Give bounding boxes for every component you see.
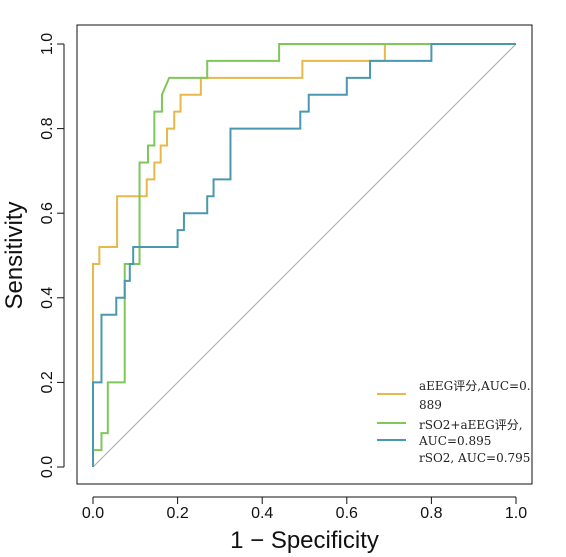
reference-diagonal-line <box>92 43 517 468</box>
roc-curve-series-2 <box>92 43 516 467</box>
x-tick-label: 0.2 <box>166 505 188 522</box>
roc-curve-series-1 <box>92 43 516 467</box>
y-axis-title: Sensitivity <box>1 201 28 309</box>
y-tick-label: 0.8 <box>39 117 56 139</box>
y-tick-label: 0.4 <box>39 287 56 309</box>
x-tick-label: 0.4 <box>251 505 273 522</box>
legend-label-series-3: rSO2, AUC=0.795 <box>419 451 530 465</box>
y-tick-label: 1.0 <box>39 33 56 55</box>
legend-label-series-2: AUC=0.895 <box>418 434 491 448</box>
legend-label-series-2: rSO2+aEEG评分, <box>419 418 523 432</box>
x-tick-label: 0.0 <box>82 505 104 522</box>
plot-area <box>92 43 517 468</box>
x-tick-label: 0.6 <box>336 505 358 522</box>
x-tick-label: 1.0 <box>505 505 527 522</box>
y-tick-label: 0.2 <box>39 371 56 393</box>
legend-label-series-1: 889 <box>419 398 442 412</box>
axes: 0.0 0.2 0.4 0.6 0.8 1.0 0.0 0.2 0.4 0.6 0.8 1.0 <box>39 24 533 522</box>
x-tick-label: 0.8 <box>420 505 442 522</box>
legend-label-series-1: aEEG评分,AUC=0. <box>419 379 531 393</box>
y-tick-label: 0.6 <box>39 202 56 224</box>
legend: aEEG评分,AUC=0. 889 rSO2+aEEG评分, AUC=0.895 rSO… <box>377 379 531 465</box>
roc-curve-series-3 <box>92 43 516 467</box>
plot-frame <box>76 24 533 485</box>
y-tick-label: 0.0 <box>39 456 56 478</box>
x-axis-title: 1 − Specificity <box>230 527 379 554</box>
